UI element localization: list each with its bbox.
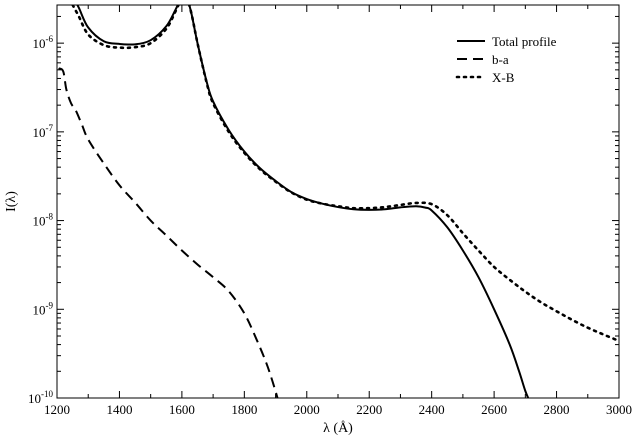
y-tick-label: 10-10 xyxy=(28,389,53,406)
y-axis-ticks: 10-10 10-9 10-8 10-7 10-6 xyxy=(28,15,619,406)
y-tick-label: 10-7 xyxy=(33,123,54,140)
x-tick-label: 2000 xyxy=(294,402,320,417)
x-tick-label: 1600 xyxy=(169,402,195,417)
series-layer xyxy=(58,5,619,398)
legend-label: X-B xyxy=(492,70,515,85)
series-line-total-profile xyxy=(76,5,530,398)
x-tick-label: 2600 xyxy=(481,402,507,417)
plot-frame xyxy=(56,4,620,399)
legend-label: Total profile xyxy=(492,34,557,49)
plot-border xyxy=(56,4,620,399)
y-tick-label: 10-6 xyxy=(33,34,54,51)
x-tick-label: 2800 xyxy=(544,402,570,417)
x-tick-label: 3000 xyxy=(606,402,632,417)
x-tick-label: 1200 xyxy=(44,402,70,417)
x-axis-ticks: 1200 1400 1600 1800 2000 2200 2400 2600 2800 3000 xyxy=(44,5,632,417)
series-line-x-b xyxy=(71,5,619,343)
legend: Total profile b-a X-B xyxy=(455,34,557,85)
y-tick-label: 10-9 xyxy=(33,300,54,317)
y-tick-label: 10-8 xyxy=(33,212,54,229)
x-tick-label: 1800 xyxy=(231,402,257,417)
legend-label: b-a xyxy=(492,52,509,67)
series-line-b-a xyxy=(58,67,279,398)
x-tick-label: 2200 xyxy=(356,402,382,417)
y-axis-title: I(λ) xyxy=(4,191,19,212)
x-tick-label: 1400 xyxy=(106,402,132,417)
x-axis-title: λ (Å) xyxy=(323,420,353,435)
x-tick-label: 2400 xyxy=(419,402,445,417)
